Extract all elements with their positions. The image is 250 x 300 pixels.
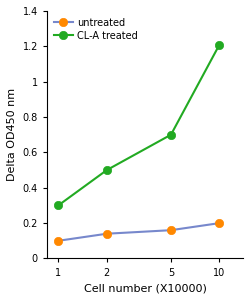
untreated xyxy=(170,228,172,232)
CL-A treated xyxy=(218,43,221,46)
untreated xyxy=(57,239,60,243)
Line: untreated: untreated xyxy=(54,219,224,245)
CL-A treated xyxy=(170,133,172,136)
Legend: untreated, CL-A treated: untreated, CL-A treated xyxy=(52,16,140,43)
untreated xyxy=(105,232,108,236)
CL-A treated xyxy=(105,168,108,172)
Y-axis label: Delta OD450 nm: Delta OD450 nm xyxy=(7,88,17,181)
untreated xyxy=(218,221,221,225)
CL-A treated xyxy=(57,204,60,207)
Line: CL-A treated: CL-A treated xyxy=(54,40,224,210)
X-axis label: Cell number (X10000): Cell number (X10000) xyxy=(84,283,206,293)
